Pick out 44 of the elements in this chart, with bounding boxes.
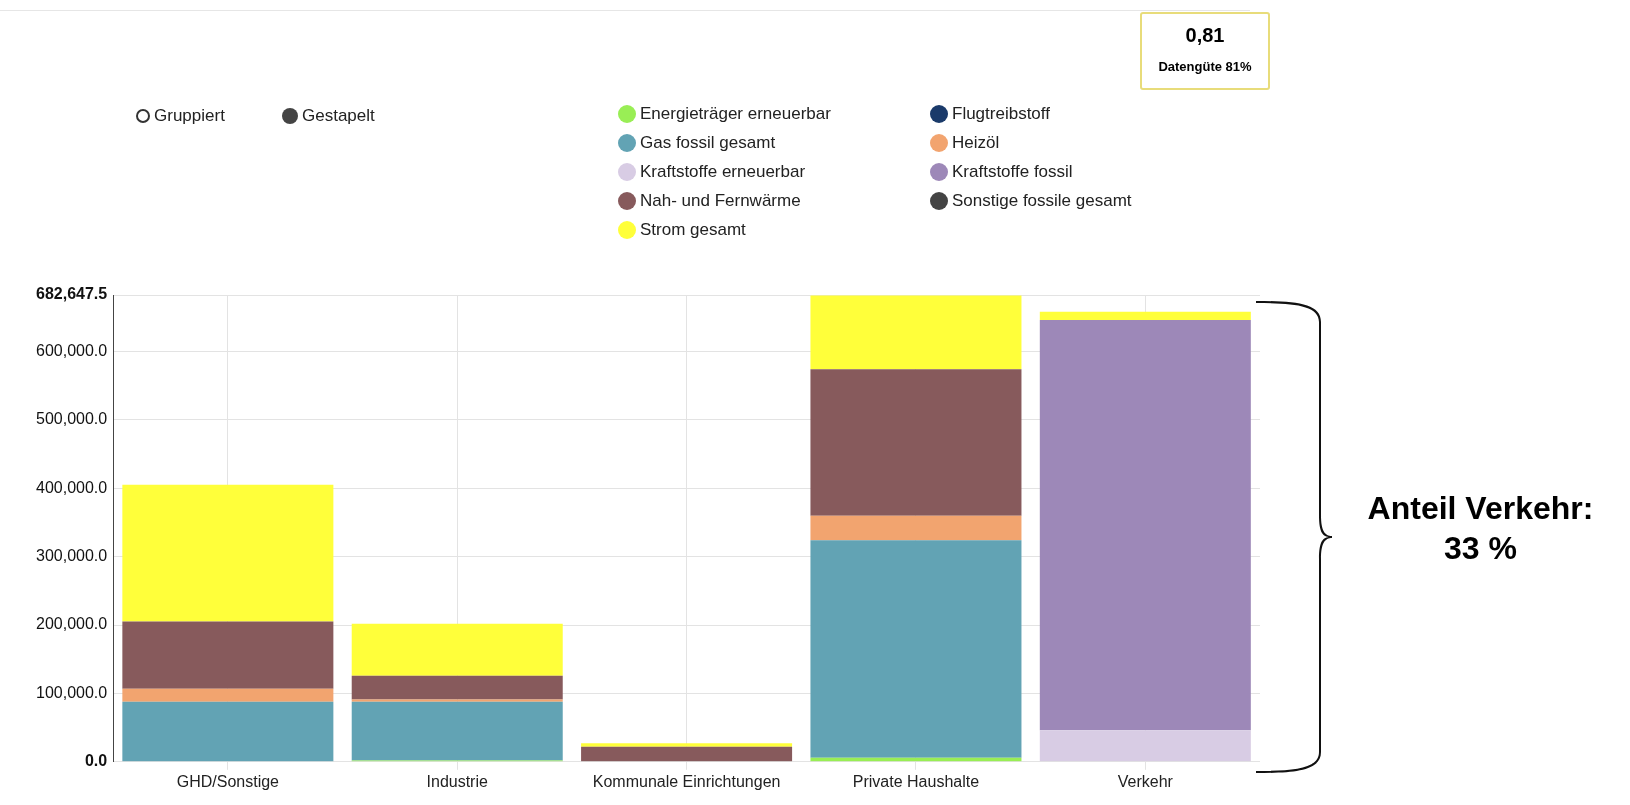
bar [581,746,793,762]
bar [810,515,1022,541]
bar [351,623,563,676]
x-tick-label: GHD/Sonstige [176,772,280,790]
y-tick-label: 400,000.0 [35,478,108,496]
legend-label: Energieträger erneuerbar [640,104,831,124]
bar [351,675,563,700]
legend-label: Kraftstoffe erneuerbar [640,162,806,182]
bar [122,701,334,762]
bar [810,369,1022,516]
y-tick-label: 500,000.0 [35,410,108,428]
bar [122,688,334,702]
bar [1039,730,1251,762]
y-tick-label: 600,000.0 [35,341,108,359]
x-tick-label: Private Haushalte [852,772,980,790]
bar [122,621,334,689]
bar [810,540,1022,758]
bar [810,295,1022,370]
bar [351,701,563,761]
text: 0,81 [1184,24,1226,47]
bar [1039,320,1251,731]
y-tick-label: 200,000.0 [35,615,108,633]
legend-label: Heizöl [952,133,1000,153]
text: Gestapelt [302,106,375,126]
text: Datengüte 81% [1157,59,1253,74]
legend-label: Kraftstoffe fossil [952,162,1073,182]
bar [581,743,793,747]
x-tick-label: Kommunale Einrichtungen [592,772,781,790]
y-tick-label: 100,000.0 [35,683,108,701]
bar [351,699,563,702]
bar [122,484,334,622]
legend-label: Strom gesamt [640,220,746,240]
legend-label: Flugtreibstoff [952,104,1050,124]
text: Gruppiert [154,106,225,126]
y-tick-label: 0.0 [84,752,108,770]
x-tick-label: Industrie [426,772,489,790]
bar [1039,311,1251,321]
y-tick-label: 300,000.0 [35,547,108,565]
legend-label: Gas fossil gesamt [640,133,776,153]
text: Anteil Verkehr: 33 % [1366,489,1595,568]
legend-label: Nah- und Fernwärme [640,191,801,211]
y-tick-label: 682,647.5 [35,285,108,303]
x-tick-label: Verkehr [1117,772,1174,790]
legend-label: Sonstige fossile gesamt [952,191,1132,211]
